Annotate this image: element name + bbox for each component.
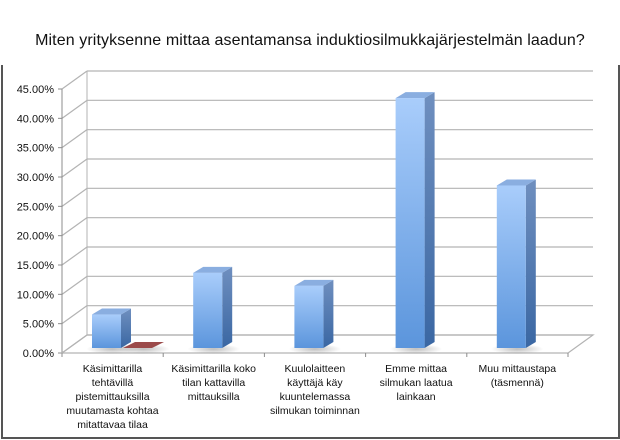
bar: [491, 179, 544, 354]
bar: [117, 342, 170, 354]
category-label-line: mittauksilla: [187, 391, 240, 403]
gridline-side: [61, 99, 88, 119]
gridline-side: [61, 70, 88, 90]
category-label-line: silmukan laatua: [379, 377, 453, 389]
gridline-side: [61, 275, 88, 295]
y-tick-label: 40.00%: [17, 113, 55, 125]
y-axis-tick-labels: 0.00% 5.00% 10.00% 15.00% 20.00% 25.00% 30.00%…: [17, 84, 55, 360]
y-tick-label: 20.00%: [17, 231, 55, 243]
chart-frame: [1, 65, 620, 439]
bar: [288, 279, 341, 354]
axes: [58, 71, 595, 357]
gridline-side: [61, 187, 88, 207]
gridline-side: [61, 305, 88, 325]
y-tick-label: 5.00%: [23, 319, 54, 331]
category-label-line: Käsimittarilla: [82, 363, 143, 375]
bars: [86, 92, 544, 354]
category-label-line: pistemittauksilla: [75, 391, 150, 403]
category-label: Muu mittaustapa (täsmennä): [467, 362, 568, 390]
category-label-line: (täsmennä): [490, 377, 544, 389]
category-label-line: mitattavaa tilaa: [77, 419, 148, 431]
category-label-line: Emme mittaa: [385, 363, 448, 375]
y-tick-label: 45.00%: [17, 84, 55, 96]
y-tick-label: 35.00%: [17, 143, 55, 155]
y-tick-label: 10.00%: [17, 289, 55, 301]
bar: [187, 266, 240, 354]
category-label-line: Muu mittaustapa: [478, 363, 557, 375]
gridline-side: [61, 246, 88, 266]
category-label-line: lainkaan: [396, 391, 436, 403]
category-label: Käsimittarilla tehtävillä pistemittauksill…: [62, 362, 163, 432]
bar: [390, 92, 443, 354]
category-label-line: tehtävillä: [91, 377, 134, 389]
category-label-line: Kuulolaitteen: [284, 363, 346, 375]
category-label-line: tilan kattavilla: [182, 377, 246, 389]
gridline-side: [61, 158, 88, 178]
y-tick-label: 30.00%: [17, 172, 55, 184]
gridline-side: [61, 217, 88, 237]
category-label: Käsimittarilla koko tilan kattavilla mitta…: [163, 362, 264, 404]
y-tick-label: 0.00%: [23, 348, 54, 360]
y-tick-label: 25.00%: [17, 201, 55, 213]
category-label: Emme mittaa silmukan laatua lainkaan: [366, 362, 467, 404]
gridline-side: [61, 129, 88, 149]
y-tick-label: 15.00%: [17, 260, 55, 272]
category-label-line: muutamasta kohtaa: [66, 405, 159, 417]
category-label-line: kuuntelemassa: [279, 391, 351, 403]
category-label-line: Käsimittarilla koko: [171, 363, 256, 375]
category-label-line: silmukan toiminnan: [269, 405, 360, 417]
category-label: Kuulolaitteen käyttäjä käy kuuntelemassa si…: [264, 362, 365, 418]
category-label-line: käyttäjä käy: [287, 377, 343, 389]
chart-title: Miten yrityksenne mittaa asentamansa ind…: [35, 32, 585, 49]
